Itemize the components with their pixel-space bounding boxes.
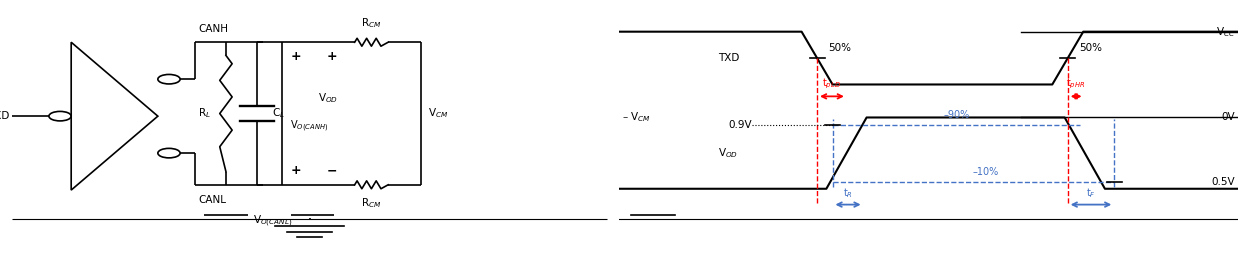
Text: 0.5V: 0.5V — [1211, 177, 1236, 187]
Text: –10%: –10% — [973, 167, 999, 177]
Text: R$_L$: R$_L$ — [198, 107, 210, 120]
Text: 50%: 50% — [828, 43, 852, 53]
Text: R$_{CM}$: R$_{CM}$ — [361, 197, 381, 210]
Text: V$_{O(CANH)}$: V$_{O(CANH)}$ — [290, 119, 329, 134]
Text: 0.9V: 0.9V — [728, 120, 753, 130]
Text: CANH: CANH — [198, 24, 228, 34]
Text: –90%: –90% — [943, 110, 969, 120]
Text: R$_{CM}$: R$_{CM}$ — [361, 17, 381, 30]
Text: +: + — [327, 50, 337, 63]
Text: +: + — [291, 164, 302, 177]
Text: V$_{CM}$: V$_{CM}$ — [428, 107, 448, 120]
Text: t$_{pLD}$: t$_{pLD}$ — [822, 77, 842, 91]
Text: TXD: TXD — [0, 111, 10, 121]
Text: – V$_{CM}$: – V$_{CM}$ — [623, 111, 651, 124]
Text: +: + — [291, 50, 302, 63]
Text: CANL: CANL — [198, 195, 227, 205]
Text: t$_R$: t$_R$ — [843, 186, 853, 200]
Text: V$_{O(CANL)}$: V$_{O(CANL)}$ — [253, 214, 292, 229]
Text: −: − — [327, 164, 337, 177]
Text: C$_L$: C$_L$ — [272, 107, 285, 120]
Text: V$_{CC}$: V$_{CC}$ — [1216, 25, 1236, 39]
Text: TXD: TXD — [718, 53, 739, 63]
Text: 0V: 0V — [1221, 112, 1236, 122]
Text: t$_{pHR}$: t$_{pHR}$ — [1066, 77, 1086, 91]
Text: V$_{OD}$: V$_{OD}$ — [718, 146, 738, 160]
Text: V$_{OD}$: V$_{OD}$ — [318, 91, 338, 105]
Text: t$_F$: t$_F$ — [1086, 186, 1096, 200]
Text: 50%: 50% — [1078, 43, 1102, 53]
